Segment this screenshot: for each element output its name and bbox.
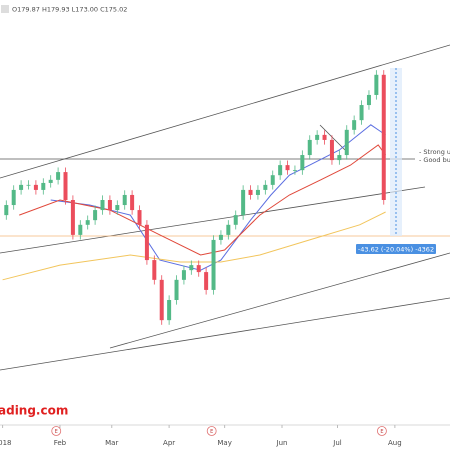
x-axis: 2018 Feb Mar Apr May Jun Jul Aug E E E — [0, 425, 402, 447]
symbol-icon — [1, 5, 9, 13]
candle-body — [278, 165, 283, 176]
ohlc-high: H179.93 — [42, 6, 70, 14]
candle-body — [159, 279, 164, 321]
candle-body — [344, 129, 349, 156]
candle-body — [100, 200, 105, 211]
candle-body — [122, 194, 127, 206]
candle-body — [366, 94, 371, 106]
note: - Good buy — [419, 156, 450, 164]
candle-body — [56, 172, 61, 180]
ohlc-close: C175.02 — [100, 6, 127, 14]
candle-body — [204, 272, 209, 290]
candle-body — [144, 224, 149, 261]
candle-body — [241, 189, 246, 216]
candle-body — [130, 194, 135, 211]
candle-body — [85, 220, 90, 225]
candle-body — [248, 189, 253, 195]
candle-body — [263, 184, 268, 190]
candle-body — [337, 155, 342, 161]
candle-body — [4, 205, 9, 216]
candle-body — [41, 182, 46, 190]
candle-body — [315, 134, 320, 140]
candle-body — [329, 139, 334, 161]
x-tick-label: Feb — [54, 439, 67, 447]
candle-body — [93, 210, 98, 221]
ohlc-low: L173.00 — [72, 6, 98, 14]
moving-average — [50, 124, 386, 271]
x-tick-label: Apr — [163, 439, 175, 447]
x-tick-label: Mar — [105, 439, 118, 447]
candle-body — [167, 300, 172, 321]
candle-body — [63, 172, 68, 200]
candle-body — [292, 170, 297, 171]
ohlc-legend: O179.87 H179.93 L173.00 C175.02 — [12, 6, 127, 14]
candle-body — [381, 74, 386, 200]
drawings — [0, 44, 450, 371]
measure-box — [356, 244, 436, 254]
event-label: E — [55, 429, 58, 435]
event-marker — [51, 426, 62, 436]
watermark: ading.com — [0, 404, 68, 418]
measure-label: -43.62 (-20.04%) -4362 — [358, 246, 434, 254]
x-tick-label: Jun — [276, 439, 288, 447]
candle-body — [181, 270, 186, 280]
candle-body — [374, 74, 379, 95]
trend-line — [0, 186, 426, 254]
candle-body — [352, 120, 357, 130]
candle-body — [307, 139, 312, 156]
candle-body — [196, 265, 201, 273]
candle-body — [189, 265, 194, 271]
event-label: E — [210, 429, 213, 435]
moving-average — [2, 211, 386, 281]
plot — [2, 70, 387, 325]
trend-line — [0, 297, 450, 371]
candle-body — [137, 210, 142, 225]
event-label: E — [380, 429, 383, 435]
x-tick-label: 2018 — [0, 439, 12, 447]
candle-body — [255, 189, 260, 195]
candle-body — [152, 260, 157, 280]
trend-line — [109, 252, 450, 349]
trend-line — [0, 44, 450, 179]
x-tick-label: Jul — [332, 439, 342, 447]
x-tick-label: Aug — [388, 439, 402, 447]
candle-body — [226, 224, 231, 235]
candle-body — [218, 234, 223, 240]
x-tick-label: May — [217, 439, 231, 447]
note: - Strong up — [419, 148, 450, 156]
candle-body — [33, 184, 38, 190]
candle-body — [78, 224, 83, 235]
candle-body — [322, 134, 327, 140]
candle-body — [300, 155, 305, 171]
event-marker — [377, 426, 387, 436]
candle-body — [11, 189, 16, 206]
candle-body — [115, 205, 120, 211]
candle-body — [211, 239, 216, 290]
candle-body — [174, 279, 179, 300]
candle-body — [26, 184, 31, 186]
candle-body — [19, 184, 24, 190]
x-axis-panel — [0, 425, 450, 450]
candle-body — [107, 200, 112, 211]
trend-line — [319, 124, 346, 151]
ohlc-open: O179.87 — [12, 6, 40, 14]
candle-body — [285, 165, 290, 171]
candle-body — [359, 105, 364, 121]
candle-body — [70, 200, 75, 235]
event-marker — [206, 426, 217, 436]
candle-body — [270, 175, 275, 185]
candle-body — [233, 215, 238, 225]
candle-body — [48, 179, 53, 183]
